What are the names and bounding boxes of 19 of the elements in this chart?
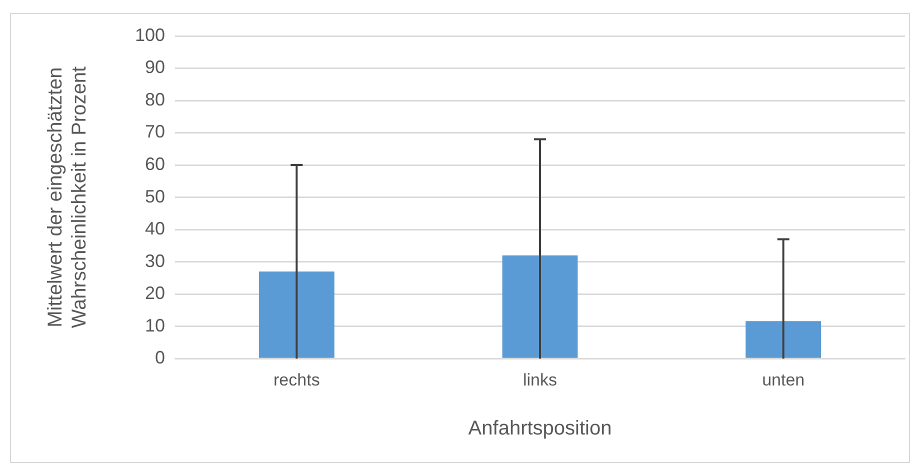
x-tick-label: rechts	[274, 370, 320, 390]
y-tick-label: 40	[144, 218, 165, 239]
y-tick-label: 60	[144, 154, 165, 174]
y-tick-label: 80	[144, 89, 165, 110]
y-tick-label: 50	[144, 186, 165, 206]
x-axis-title: Anfahrtsposition	[468, 418, 612, 440]
y-tick-label: 20	[144, 283, 165, 304]
y-tick-label: 10	[144, 315, 165, 336]
x-tick-label: unten	[762, 370, 805, 390]
bar	[502, 255, 578, 358]
y-tick-label: 70	[144, 122, 165, 142]
y-tick-label: 0	[154, 348, 165, 368]
y-tick-label: 100	[134, 24, 165, 45]
y-axis-title: Mittelwert der eingeschätzten Wahrscheinlichkeit in Prozent	[44, 66, 91, 328]
bar	[746, 321, 822, 358]
y-tick-label: 90	[144, 57, 165, 78]
x-tick-label: links	[522, 370, 558, 390]
bar	[258, 272, 334, 358]
y-tick-label: 30	[144, 250, 165, 271]
